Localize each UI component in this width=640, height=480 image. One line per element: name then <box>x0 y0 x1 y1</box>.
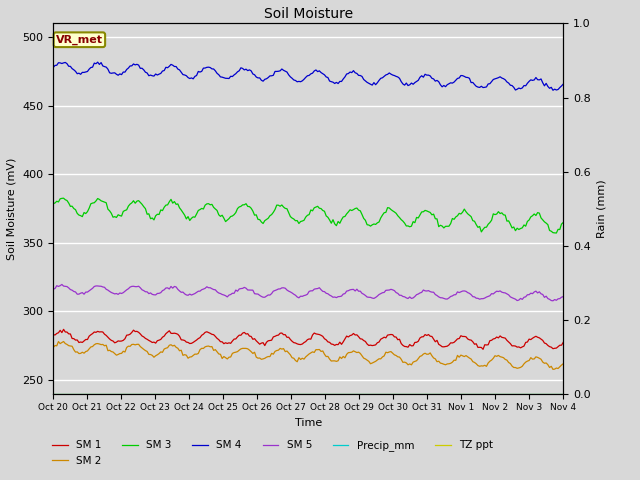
Line: SM 3: SM 3 <box>53 198 563 233</box>
TZ ppt <box>353 391 361 396</box>
SM 3 <box>481 225 488 230</box>
SM 3 <box>559 220 567 226</box>
SM 1 <box>515 344 523 350</box>
SM 4 <box>353 71 361 76</box>
SM 2 <box>549 367 557 372</box>
SM 4 <box>364 80 371 85</box>
TZ ppt <box>51 391 59 396</box>
SM 2 <box>559 361 567 367</box>
SM 2 <box>353 349 361 355</box>
Line: SM 1: SM 1 <box>53 329 563 349</box>
SM 4 <box>49 64 57 70</box>
SM 4 <box>481 84 488 90</box>
SM 3 <box>552 230 560 236</box>
SM 2 <box>51 343 59 348</box>
SM 1 <box>559 339 567 345</box>
Precip_mm <box>511 391 519 396</box>
Y-axis label: Soil Moisture (mV): Soil Moisture (mV) <box>7 157 17 260</box>
SM 4 <box>355 72 362 78</box>
TZ ppt <box>559 391 567 396</box>
Legend: SM 1, SM 2, SM 3, SM 4, SM 5, Precip_mm, TZ ppt: SM 1, SM 2, SM 3, SM 4, SM 5, Precip_mm,… <box>48 436 497 470</box>
SM 5 <box>353 287 361 292</box>
SM 4 <box>549 87 557 93</box>
SM 2 <box>481 362 488 368</box>
SM 1 <box>355 334 362 339</box>
SM 5 <box>559 294 567 300</box>
SM 1 <box>51 332 59 338</box>
Precip_mm <box>51 391 59 396</box>
TZ ppt <box>479 391 487 396</box>
Precip_mm <box>479 391 487 396</box>
SM 1 <box>364 341 371 347</box>
SM 3 <box>364 222 371 228</box>
Y-axis label: Rain (mm): Rain (mm) <box>596 179 606 238</box>
X-axis label: Time: Time <box>294 418 322 428</box>
SM 3 <box>353 205 361 211</box>
SM 1 <box>483 342 490 348</box>
SM 5 <box>355 288 362 294</box>
Line: SM 4: SM 4 <box>53 62 563 90</box>
Precip_mm <box>559 391 567 396</box>
SM 5 <box>364 294 371 300</box>
SM 3 <box>51 200 59 206</box>
SM 1 <box>60 326 67 332</box>
SM 3 <box>49 201 57 206</box>
SM 2 <box>364 357 371 363</box>
SM 3 <box>355 207 362 213</box>
Precip_mm <box>351 391 359 396</box>
SM 5 <box>49 286 57 292</box>
SM 4 <box>94 59 102 65</box>
SM 2 <box>355 349 362 355</box>
SM 1 <box>353 332 361 338</box>
SM 5 <box>51 286 59 291</box>
Precip_mm <box>362 391 369 396</box>
SM 5 <box>549 298 557 304</box>
SM 3 <box>513 225 521 231</box>
SM 1 <box>479 347 487 352</box>
SM 4 <box>559 81 567 87</box>
Line: SM 5: SM 5 <box>53 285 563 301</box>
SM 4 <box>51 62 59 68</box>
SM 2 <box>60 339 67 345</box>
SM 4 <box>513 86 521 92</box>
SM 5 <box>513 298 521 303</box>
TZ ppt <box>351 391 359 396</box>
Precip_mm <box>49 391 57 396</box>
SM 5 <box>58 282 66 288</box>
TZ ppt <box>49 391 57 396</box>
Line: SM 2: SM 2 <box>53 342 563 370</box>
Precip_mm <box>353 391 361 396</box>
SM 2 <box>49 345 57 350</box>
SM 5 <box>481 295 488 301</box>
TZ ppt <box>511 391 519 396</box>
SM 1 <box>49 332 57 337</box>
SM 2 <box>513 365 521 371</box>
Text: VR_met: VR_met <box>56 35 103 45</box>
Title: Soil Moisture: Soil Moisture <box>264 7 353 21</box>
SM 3 <box>60 195 67 201</box>
TZ ppt <box>362 391 369 396</box>
